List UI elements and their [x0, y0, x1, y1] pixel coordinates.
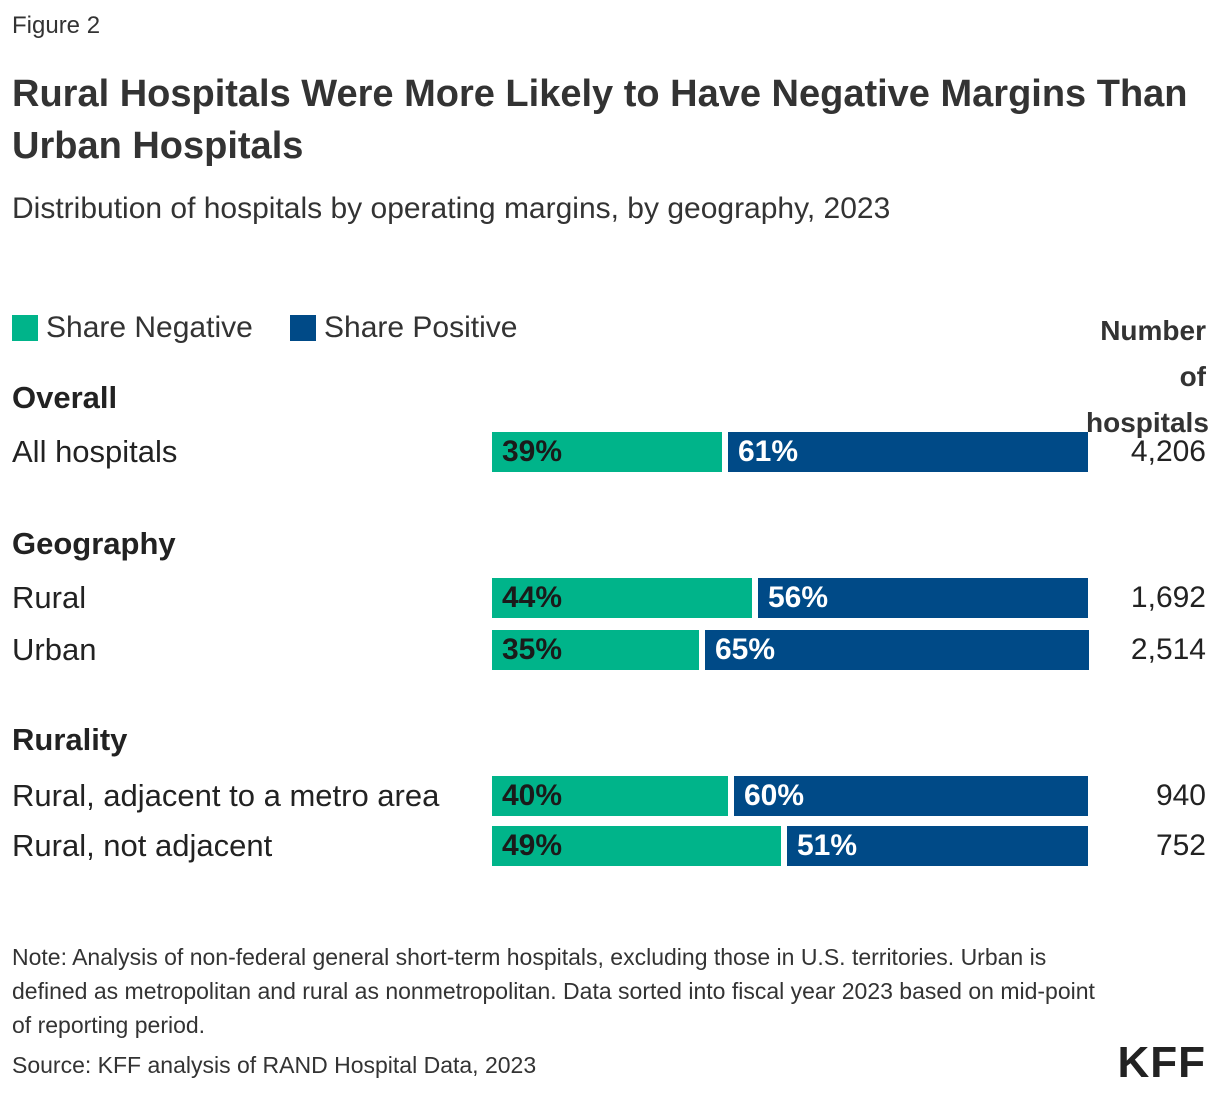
legend-swatch-positive: [290, 315, 316, 341]
bar-urban-share-positive: 65%: [705, 630, 1089, 670]
bar-rural-adjacent-to-a-metro-area-share-positive: 60%: [734, 776, 1088, 816]
count-rural-not-adjacent: 752: [1155, 829, 1206, 862]
data-label-rural-share-negative: 44%: [502, 581, 563, 614]
group-label-overall: Overall: [12, 380, 118, 415]
legend-swatch-negative: [12, 315, 38, 341]
chart-note: Note: Analysis of non-federal general sh…: [12, 944, 1095, 1038]
row-label-rural: Rural: [12, 580, 87, 615]
data-label-urban-share-negative: 35%: [502, 633, 563, 666]
figure-label: Figure 2: [12, 12, 101, 39]
bar-all-hospitals-share-positive: 61%: [728, 432, 1088, 472]
row-label-urban: Urban: [12, 632, 97, 667]
data-label-rural-adjacent-to-a-metro-area-share-positive: 60%: [744, 779, 805, 812]
kff-logo: KFF: [1117, 1038, 1206, 1087]
bar-rural-share-negative: 44%: [492, 578, 752, 618]
count-column-header: Number of hospitals: [1086, 315, 1209, 438]
bar-rural-adjacent-to-a-metro-area-share-negative: 40%: [492, 776, 728, 816]
chart-source: Source: KFF analysis of RAND Hospital Da…: [12, 1052, 537, 1078]
legend-item-share-negative: Share Negative: [12, 308, 253, 348]
data-label-urban-share-positive: 65%: [715, 633, 776, 666]
row-label-all-hospitals: All hospitals: [12, 434, 178, 469]
data-label-rural-not-adjacent-share-positive: 51%: [797, 829, 858, 862]
row-label-rural-not-adjacent: Rural, not adjacent: [12, 828, 273, 863]
data-label-rural-not-adjacent-share-negative: 49%: [502, 829, 563, 862]
row-label-rural-adjacent-to-a-metro-area: Rural, adjacent to a metro area: [12, 778, 440, 813]
chart-title: Rural Hospitals Were More Likely to Have…: [12, 73, 1188, 167]
data-label-rural-share-positive: 56%: [768, 581, 829, 614]
chart-subtitle: Distribution of hospitals by operating m…: [12, 192, 891, 225]
count-rural: 1,692: [1130, 581, 1206, 614]
data-label-rural-adjacent-to-a-metro-area-share-negative: 40%: [502, 779, 563, 812]
bar-urban-share-negative: 35%: [492, 630, 699, 670]
bar-rural-not-adjacent-share-negative: 49%: [492, 826, 781, 866]
legend-label-positive: Share Positive: [324, 311, 518, 344]
bar-rural-not-adjacent-share-positive: 51%: [787, 826, 1088, 866]
data-label-all-hospitals-share-negative: 39%: [502, 435, 563, 468]
bar-rural-share-positive: 56%: [758, 578, 1088, 618]
count-all-hospitals: 4,206: [1130, 435, 1206, 468]
count-urban: 2,514: [1130, 633, 1206, 666]
legend-item-share-positive: Share Positive: [290, 308, 517, 348]
group-label-rurality: Rurality: [12, 722, 128, 757]
legend-label-negative: Share Negative: [46, 311, 253, 344]
group-label-geography: Geography: [12, 526, 176, 561]
count-rural-adjacent-to-a-metro-area: 940: [1155, 779, 1206, 812]
data-label-all-hospitals-share-positive: 61%: [738, 435, 799, 468]
bar-all-hospitals-share-negative: 39%: [492, 432, 722, 472]
